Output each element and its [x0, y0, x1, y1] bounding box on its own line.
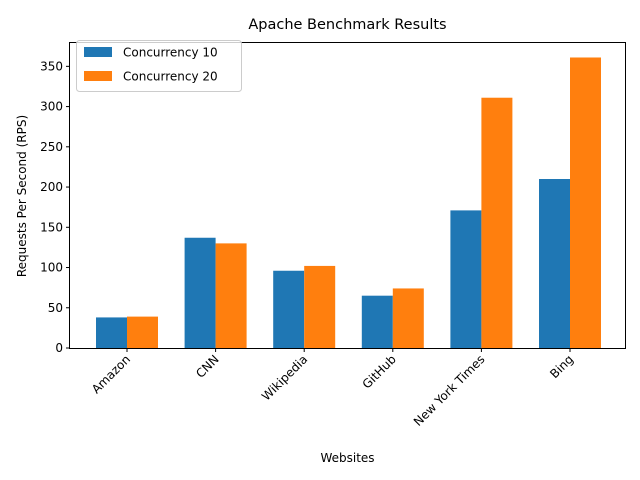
x-axis-label: Websites: [320, 451, 374, 465]
y-axis: 0 50 100 150 200 250 300 350: [40, 59, 70, 355]
y-tick-label: 200: [40, 180, 63, 194]
plot-frame: [69, 42, 626, 349]
y-tick-label: 250: [40, 140, 63, 154]
y-tick-label: 50: [48, 301, 63, 315]
bar-amazon-concurrency-20: [127, 316, 158, 348]
y-tick-label: 300: [40, 100, 63, 114]
legend-swatch-concurrency-20: [84, 71, 112, 81]
bar-wikipedia-concurrency-20: [304, 265, 336, 348]
y-tick-label: 150: [40, 220, 63, 234]
y-tick-label: 0: [55, 341, 63, 355]
bar-cnn-concurrency-20: [215, 243, 247, 348]
bar-new-york-times-concurrency-10: [450, 210, 482, 348]
y-tick-label: 100: [40, 261, 63, 275]
bar-bing-concurrency-10: [539, 179, 570, 348]
legend-swatch-concurrency-10: [84, 47, 112, 57]
y-axis-label: Requests Per Second (RPS): [15, 115, 29, 277]
legend-frame: [76, 40, 242, 92]
legend-label-concurrency-10: Concurrency 10: [123, 46, 218, 60]
bar-new-york-times-concurrency-20: [481, 97, 513, 348]
y-tick-label: 350: [40, 59, 63, 73]
bars-layer: [96, 57, 601, 349]
chart-title: Apache Benchmark Results: [248, 17, 446, 33]
legend-label-concurrency-20: Concurrency 20: [123, 70, 218, 84]
bar-amazon-concurrency-10: [96, 317, 127, 348]
legend: Concurrency 10 Concurrency 20: [76, 40, 242, 92]
bar-bing-concurrency-20: [570, 57, 601, 349]
bar-github-concurrency-20: [392, 288, 424, 348]
bar-wikipedia-concurrency-10: [273, 270, 305, 348]
bar-github-concurrency-10: [361, 295, 393, 348]
bar-cnn-concurrency-10: [184, 237, 216, 348]
